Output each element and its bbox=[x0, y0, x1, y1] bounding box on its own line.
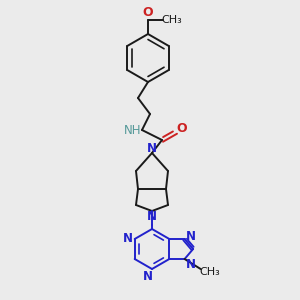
Text: CH₃: CH₃ bbox=[199, 267, 220, 277]
Text: N: N bbox=[147, 209, 157, 223]
Text: O: O bbox=[143, 7, 153, 20]
Text: N: N bbox=[186, 230, 196, 242]
Text: N: N bbox=[123, 232, 133, 245]
Text: O: O bbox=[177, 122, 187, 136]
Text: N: N bbox=[143, 269, 153, 283]
Text: NH: NH bbox=[124, 124, 142, 137]
Text: N: N bbox=[147, 142, 157, 154]
Text: CH₃: CH₃ bbox=[162, 15, 182, 25]
Text: N: N bbox=[186, 257, 196, 271]
